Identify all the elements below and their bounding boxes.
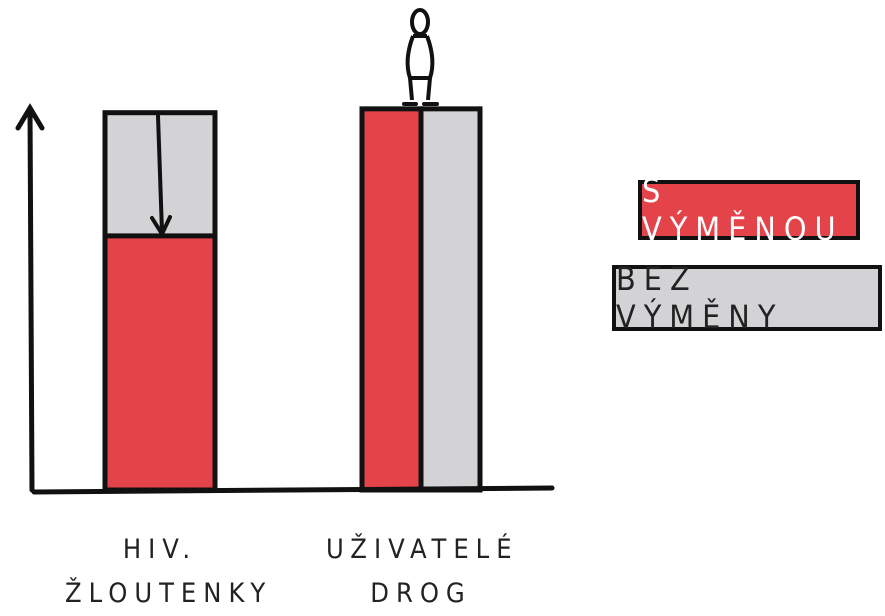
y-axis — [18, 108, 42, 490]
bar — [105, 236, 215, 490]
legend-entry: S VÝMĚNOU — [638, 180, 860, 240]
x-tick-label: HIV. ŽLOUTENKY — [65, 528, 255, 616]
bar — [421, 109, 480, 490]
bar — [362, 109, 421, 490]
legend-entry: BEZ VÝMĚNY — [612, 265, 882, 331]
page: HIV. ŽLOUTENKY UŽIVATELÉ DROG S VÝMĚNOU BEZ… — [0, 0, 885, 616]
x-tick-label: UŽIVATELÉ DROG — [326, 528, 516, 616]
person-icon — [404, 10, 437, 104]
